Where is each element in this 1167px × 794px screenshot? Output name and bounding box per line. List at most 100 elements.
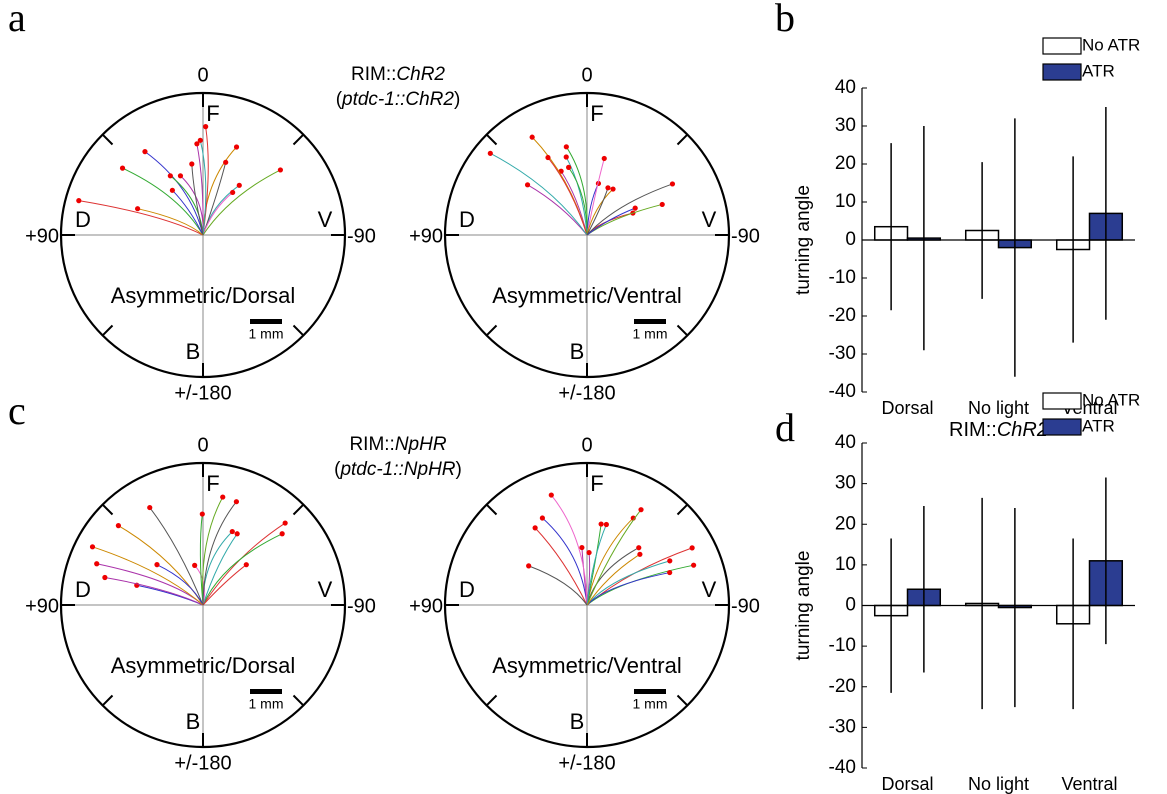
y-tick-label: 30 [835, 115, 856, 136]
track-label: B [186, 709, 201, 734]
trajectory-end [529, 134, 535, 140]
track-label: F [206, 471, 219, 496]
arena-tick [676, 503, 689, 516]
text-part: ( [334, 459, 341, 480]
trajectory [78, 200, 204, 236]
trajectory [149, 507, 204, 606]
scale-bar [634, 319, 666, 324]
trajectory-end [659, 201, 665, 208]
panel-label: c [8, 388, 26, 433]
trajectory-end [189, 161, 195, 167]
trajectory-end [199, 511, 205, 517]
trajectory-end [167, 173, 173, 179]
arena-tick [485, 133, 498, 146]
text-part: ) [454, 89, 460, 110]
panel-label: d [775, 405, 795, 450]
y-tick-label: 10 [835, 191, 856, 212]
track-label: 0 [581, 434, 592, 456]
trajectory-end [524, 182, 531, 188]
trajectory [586, 203, 663, 236]
trajectory [586, 572, 670, 606]
x-tick-label: No light [968, 774, 1029, 794]
legend-swatch [1042, 418, 1082, 436]
trajectory [586, 509, 642, 606]
track-label: 0 [197, 64, 208, 86]
y-tick-label: -20 [829, 676, 856, 697]
trajectory-end [539, 515, 545, 521]
trajectory [586, 547, 640, 606]
track-label: +/-180 [174, 382, 231, 404]
trajectory [194, 565, 206, 606]
y-tick-label: 0 [845, 595, 856, 616]
y-axis-label: turning angle [793, 551, 814, 661]
trajectory [104, 577, 204, 606]
track-label: D [459, 577, 475, 602]
trajectory [568, 167, 588, 236]
legend-label: No ATR [1082, 390, 1140, 409]
trajectory [170, 175, 204, 236]
trajectory [202, 533, 283, 606]
trajectory-end [563, 144, 569, 150]
arena-tick [292, 503, 305, 516]
track-label: V [318, 207, 333, 232]
track-label: +/-180 [174, 752, 231, 774]
trajectory [528, 565, 588, 606]
trajectory-end [545, 154, 551, 161]
arena-tick [101, 503, 114, 516]
arena-tick [101, 324, 114, 337]
track-label: 1 mm [249, 326, 284, 342]
trajectory [527, 184, 588, 236]
trajectory [542, 517, 588, 606]
trajectory [586, 183, 673, 236]
trajectory-end [605, 185, 611, 191]
text-part: ChR2 [396, 64, 445, 85]
trajectory-end [135, 206, 141, 212]
x-tick-label: Dorsal [881, 398, 933, 418]
trajectory [118, 525, 204, 606]
legend-label: ATR [1082, 61, 1115, 80]
trajectory-end [603, 521, 609, 528]
track-title: RIM::ChR2 [351, 64, 445, 85]
track-title: (ptdc-1::NpHR) [334, 459, 462, 480]
track-label: +90 [409, 595, 443, 617]
track-label: F [590, 471, 603, 496]
track-label: Asymmetric/Ventral [492, 283, 682, 308]
trajectory-end [638, 507, 644, 513]
trajectory-end [142, 149, 148, 155]
trajectory-end [89, 544, 96, 550]
trajectory [586, 553, 641, 606]
x-tick-label: Dorsal [881, 774, 933, 794]
trajectory-end [277, 167, 284, 173]
y-tick-label: 0 [845, 229, 856, 250]
trajectory [202, 162, 227, 236]
text-part: ChR2 [997, 419, 1048, 441]
trajectory-end [192, 562, 198, 568]
track-label: V [702, 207, 717, 232]
track-label: B [186, 339, 201, 364]
trajectory-end [667, 558, 673, 564]
trajectory [202, 564, 247, 606]
legend-swatch [1042, 392, 1082, 410]
trajectory-end [689, 545, 695, 551]
track-label: +90 [409, 225, 443, 247]
track-label: -90 [731, 595, 760, 617]
trajectory-end [177, 173, 184, 179]
trajectory [534, 527, 588, 606]
trajectory-end [102, 574, 108, 581]
y-tick-label: 30 [835, 473, 856, 494]
y-axis-label: turning angle [793, 185, 814, 295]
trajectory-end [243, 562, 249, 568]
y-tick-label: 20 [835, 153, 856, 174]
track-label: B [570, 709, 585, 734]
trajectory-end [667, 569, 673, 576]
arena-tick [676, 324, 689, 337]
y-tick-label: -10 [829, 635, 856, 656]
trajectory [144, 151, 204, 236]
trajectory [202, 533, 238, 606]
trajectory-end [223, 159, 229, 165]
trajectory-end [194, 141, 200, 147]
track-label: -90 [347, 595, 376, 617]
trajectory-end [548, 492, 554, 498]
trajectory-end [94, 561, 100, 567]
